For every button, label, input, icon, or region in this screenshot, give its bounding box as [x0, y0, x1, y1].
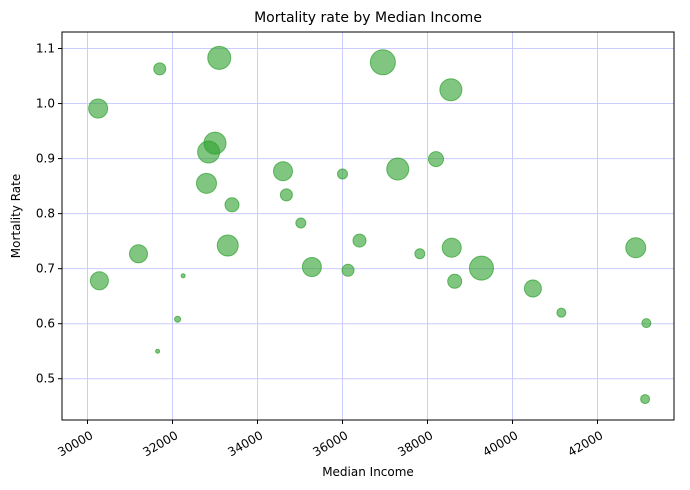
data-point — [279, 188, 293, 202]
data-point — [337, 168, 348, 180]
data-point — [273, 161, 293, 182]
data-point — [129, 244, 148, 264]
data-point — [523, 279, 542, 298]
data-point — [352, 233, 367, 248]
data-point — [468, 255, 494, 281]
data-points — [88, 45, 652, 405]
data-point — [196, 172, 217, 194]
data-point — [386, 157, 410, 181]
data-point — [203, 131, 227, 155]
data-point — [414, 248, 426, 260]
y-tick-label: 1.1 — [36, 42, 55, 56]
data-point — [439, 78, 463, 102]
data-point — [556, 307, 567, 318]
y-axis-label: Mortality Rate — [9, 174, 23, 259]
data-point — [341, 263, 355, 277]
y-tick-label: 0.6 — [36, 317, 55, 331]
data-point — [153, 62, 167, 76]
x-axis-label: Median Income — [322, 465, 414, 479]
data-point — [428, 151, 444, 168]
data-point — [88, 98, 109, 119]
y-tick-label: 1.0 — [36, 97, 55, 111]
y-tick-label: 0.7 — [36, 262, 55, 276]
y-axis-ticks: 0.5 0.6 0.7 0.8 0.9 1.0 1.1 — [36, 42, 62, 386]
data-point — [625, 237, 647, 259]
data-point — [216, 234, 239, 257]
y-tick-label: 0.9 — [36, 152, 55, 166]
data-point — [447, 273, 463, 289]
chart-title: Mortality rate by Median Income — [254, 10, 482, 26]
data-point — [207, 45, 232, 70]
grid-lines — [62, 32, 674, 420]
y-tick-label: 0.5 — [36, 372, 55, 386]
data-point — [295, 217, 307, 229]
plot-frame — [61, 31, 675, 421]
data-point — [224, 197, 240, 213]
data-point — [174, 315, 182, 323]
data-point — [180, 273, 186, 279]
data-point — [301, 257, 322, 278]
data-point — [369, 49, 396, 76]
y-tick-label: 0.8 — [36, 207, 55, 221]
data-point — [441, 237, 462, 258]
data-point — [155, 348, 161, 354]
data-point — [640, 394, 651, 405]
data-point — [89, 271, 109, 291]
data-point — [641, 318, 652, 329]
